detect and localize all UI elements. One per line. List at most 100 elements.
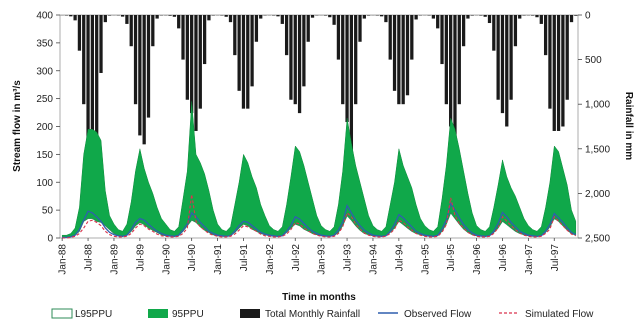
rainfall-bar [487,15,492,24]
rainfall-bar [108,15,112,16]
rainfall-bar [77,15,82,51]
y2-tick-label: 500 [585,55,602,66]
rainfall-bar [95,15,99,136]
x-tick-label: Jul-89 [135,244,146,272]
rainfall-bar [436,15,440,29]
rainfall-bar [155,15,159,19]
observed-flow-line [62,201,577,239]
y-tick-label: 200 [36,122,53,133]
rainfall-bar [548,15,552,109]
rainfall-bar [362,15,366,19]
rainfall-bar [310,15,315,18]
x-tick-label: Jan-92 [265,244,276,275]
rainfall-bar [297,15,302,114]
x-tick-label: Jan-95 [420,244,431,275]
x-tick-label: Jul-91 [239,244,250,272]
rainfall-bar [254,15,259,42]
rainfall-bar [379,15,384,17]
plot-area [59,14,579,239]
rainfall-bar [120,15,125,17]
rainfall-bar [151,15,155,47]
rainfall-bar [513,15,518,47]
rainfall-bar [349,15,354,154]
rainfall-bar [129,15,133,47]
rainfall-bar [69,15,73,17]
rainfall-bar [569,15,574,23]
rainfall-bar [461,15,466,47]
legend-label-95ppu: 95PPU [172,309,204,320]
y2-tick-label: 1,000 [585,100,610,111]
rainfall-bar [556,15,561,131]
rainfall-bar [194,15,198,131]
rainfall-bar [483,15,487,17]
y-tick-label: 150 [36,150,53,161]
y-tick-label: 350 [36,38,53,49]
rainfall-bar [543,15,548,56]
legend-swatch-l95ppu [51,308,73,319]
rainfall-bar [496,15,500,100]
y-tick-label: 400 [36,11,53,22]
y2-tick-label: 0 [585,11,591,22]
y-tick-label: 250 [36,94,53,105]
legend-label-rainfall: Total Monthly Rainfall [265,309,360,320]
rainfall-bar [86,15,90,149]
rainfall-bar [181,15,185,60]
rainfall-bar [125,15,129,24]
rainfall-bar [539,15,543,24]
x-tick-label: Jul-92 [291,244,302,272]
x-tick-label: Jan-97 [524,244,535,275]
rainfall-bar [574,15,578,16]
x-tick-label: Jul-95 [446,244,457,272]
rainfall-bar [237,15,241,91]
rainfall-bar [332,15,336,25]
rainfall-bar [293,15,297,105]
y2-tick-label: 1,500 [585,144,610,155]
rainfall-bar [449,15,453,127]
rainfall-bar [358,15,362,42]
rainfall-bar [224,15,228,17]
rainfall-bar [431,15,436,19]
x-tick-label: Jan-91 [213,244,224,275]
x-tick-label: Jul-94 [394,244,405,272]
x-tick-label: Jul-88 [84,244,95,272]
legend-label-simulated: Simulated Flow [525,309,594,320]
rainfall-bar [241,15,246,109]
rainfall-bar [146,15,151,118]
y-axis-title: Stream flow in m³/s [12,80,23,172]
rainfall-bar [259,15,263,19]
y-axis-left: 0 50 100 150 200 250 300 350 400 [36,11,60,245]
rainfall-bar [535,15,539,18]
rainfall-bar [367,15,371,16]
x-axis-title: Time in months [282,292,356,303]
rainfall-bar [509,15,513,100]
rainfall-bar [99,15,103,73]
rainfall-bar [289,15,293,100]
x-tick-label: Jul-96 [498,244,509,272]
rainfall-bar [328,15,332,18]
rainfall-bar [185,15,189,100]
y2-tick-label: 2,000 [585,189,610,200]
rainfall-bar [444,15,448,105]
rainfall-bar [341,15,345,105]
rainfall-bar [207,15,211,21]
rainfall-bar [440,15,444,65]
rainfall-bar [470,15,474,16]
rainfall-bar [133,15,138,105]
rainfall-bars [60,15,578,167]
x-tick-label: Jul-90 [187,244,198,272]
rainfall-bar [479,15,483,16]
rainfall-bar [228,15,233,23]
x-tick-label: Jul-93 [343,244,354,272]
rainfall-bar [142,15,146,145]
rainfall-bar [401,15,405,105]
rainfall-bar [103,15,107,23]
rainfall-bar [276,15,280,17]
rainfall-bar [466,15,470,19]
rainfall-bar [82,15,86,105]
rainfall-bar [284,15,289,56]
y-tick-label: 0 [47,234,53,245]
rainfall-bar [172,15,177,17]
rainfall-bar [392,15,397,91]
rainfall-bar [384,15,388,23]
rainfall-bar [73,15,77,21]
